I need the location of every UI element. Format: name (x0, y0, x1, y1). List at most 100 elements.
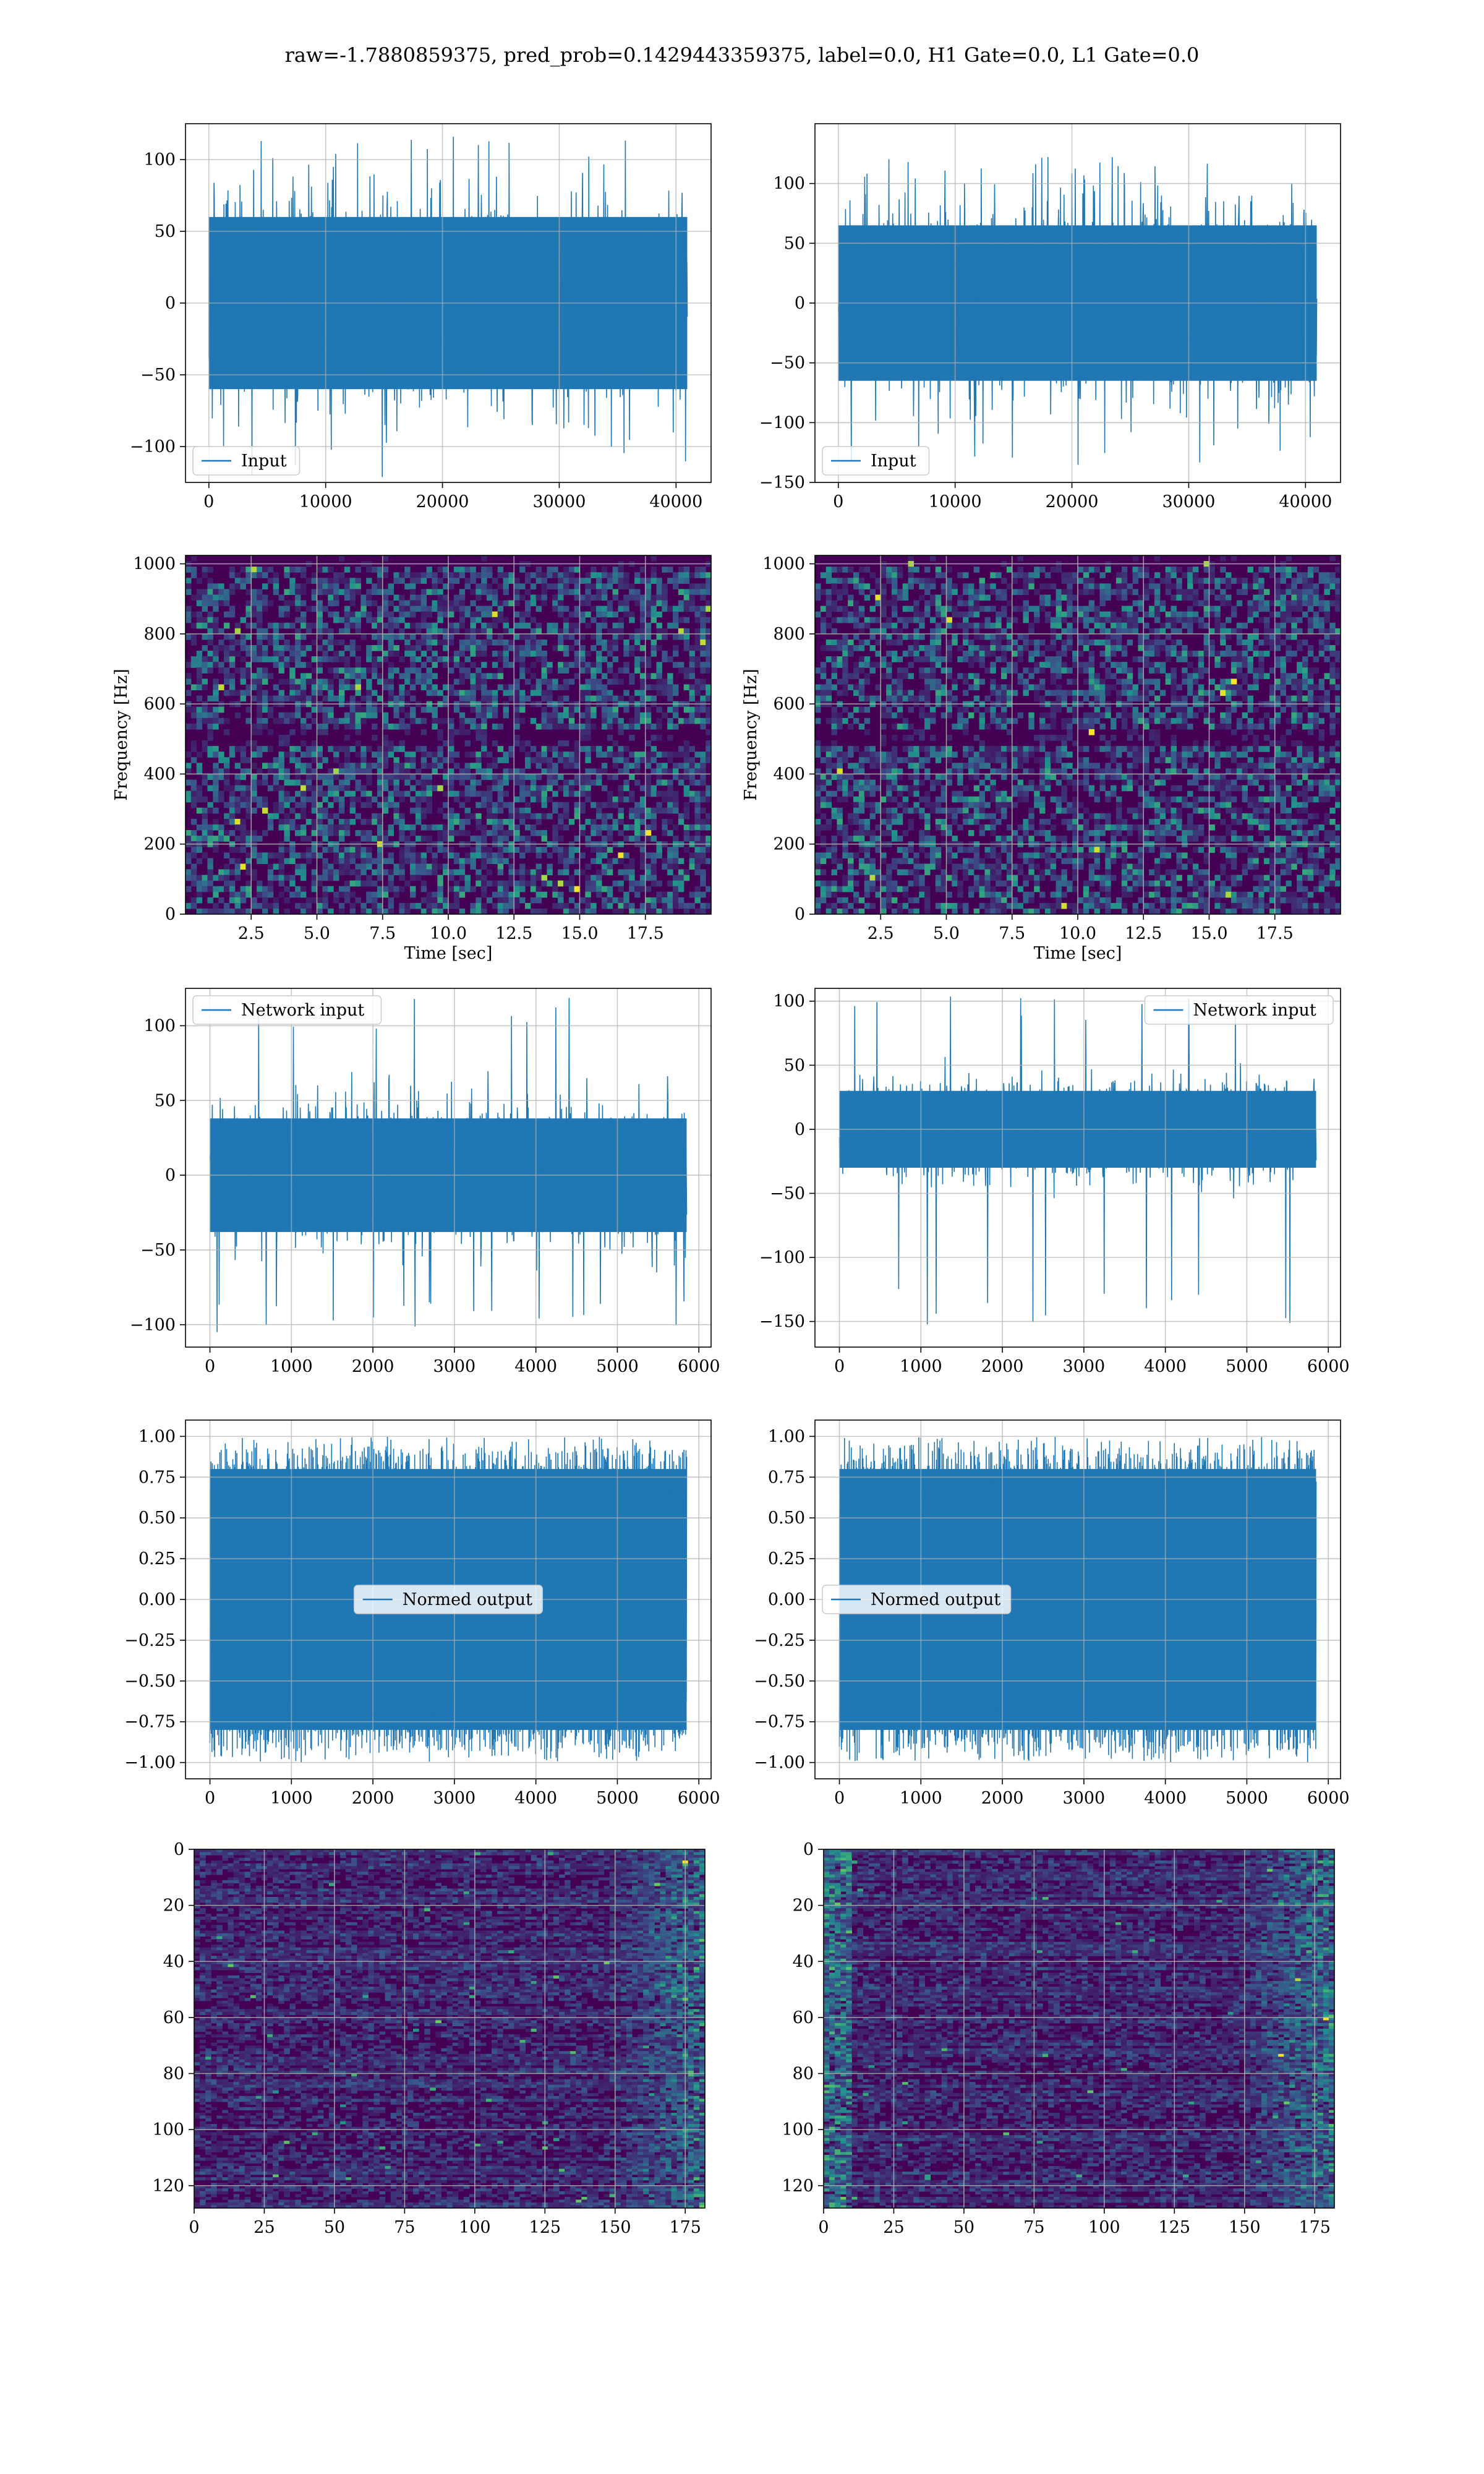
y-tick-label: 0.00 (139, 1590, 176, 1609)
y-tick-label: 80 (793, 2065, 814, 2084)
x-tick-label: 6000 (678, 1357, 720, 1376)
x-tick-label: 4000 (514, 1357, 557, 1376)
x-axis-label: Time [sec] (1034, 944, 1122, 963)
y-tick-label: 1000 (133, 555, 176, 574)
x-tick-label: 3000 (433, 1789, 476, 1808)
legend-label: Input (241, 452, 287, 471)
subplot-norm-l1: 0 1000 2000 3000 4000 5000 6000 −1.00 −0.75 −0.50… (754, 1419, 1350, 1808)
x-tick-label: 15.0 (1190, 924, 1227, 943)
x-tick-label: 3000 (1063, 1357, 1106, 1376)
y-tick-label: −50 (140, 1241, 176, 1260)
legend-label: Normed output (871, 1590, 1000, 1609)
y-tick-label: −50 (770, 354, 805, 373)
series-line-net-h1 (209, 998, 688, 1332)
y-tick-label: 400 (773, 764, 805, 784)
legend: Input (822, 446, 930, 476)
x-tick-label: 15.0 (561, 924, 598, 943)
subplot-feat-h1: 0 25 50 75 100 125 150 175 0 20 40 60 80 100 120 (152, 1840, 706, 2237)
y-tick-label: 50 (784, 234, 805, 253)
x-tick-label: 25 (883, 2218, 904, 2237)
y-tick-label: 60 (793, 2008, 814, 2027)
y-tick-label: 100 (773, 174, 805, 194)
x-tick-label: 100 (1088, 2218, 1120, 2237)
y-tick-label: 800 (773, 625, 805, 644)
subplot-net-l1: 0 1000 2000 3000 4000 5000 6000 −150 −100 −50 0 50 1… (759, 988, 1350, 1376)
figure-suptitle: raw=-1.7880859375, pred_prob=0.142944335… (285, 43, 1200, 67)
y-tick-label: 400 (143, 764, 176, 784)
legend: Normed output (822, 1585, 1012, 1614)
y-tick-label: 50 (155, 222, 176, 241)
x-tick-label: 0 (833, 492, 843, 511)
x-tick-label: 6000 (1307, 1357, 1350, 1376)
x-tick-label: 2.5 (868, 924, 894, 943)
y-tick-label: 100 (152, 2120, 184, 2139)
x-tick-label: 20000 (1046, 492, 1099, 511)
y-tick-label: 0.75 (768, 1468, 805, 1487)
x-tick-label: 4000 (1144, 1357, 1187, 1376)
x-tick-label: 12.5 (1125, 924, 1162, 943)
x-tick-label: 175 (669, 2218, 701, 2237)
y-tick-label: −0.25 (124, 1631, 176, 1650)
x-tick-label: 2000 (981, 1789, 1024, 1808)
legend-box (822, 1585, 1012, 1614)
subplot-norm-h1: 0 1000 2000 3000 4000 5000 6000 −1.00 −0.75 −0.50… (124, 1419, 720, 1808)
plot-area-feat-h1 (194, 1849, 705, 2208)
axes-frame (185, 988, 712, 1348)
y-tick-label: 40 (793, 1952, 814, 1971)
legend-label: Normed output (403, 1590, 532, 1609)
x-tick-label: 2000 (981, 1357, 1024, 1376)
x-tick-label: 0 (189, 2218, 199, 2237)
y-tick-label: 0 (165, 905, 176, 924)
axes-frame (814, 988, 1341, 1348)
legend-label: Network input (241, 1001, 364, 1020)
y-tick-label: 100 (143, 1016, 176, 1035)
x-tick-label: 30000 (532, 492, 586, 511)
y-tick-label: −150 (759, 473, 805, 492)
y-tick-label: 200 (143, 835, 176, 854)
x-tick-label: 7.5 (369, 924, 396, 943)
y-tick-label: 0.50 (768, 1509, 805, 1528)
x-tick-label: 30000 (1162, 492, 1215, 511)
legend-box (192, 446, 301, 476)
x-tick-label: 40000 (649, 492, 702, 511)
x-tick-label: 12.5 (495, 924, 532, 943)
y-tick-label: 0.25 (139, 1549, 176, 1569)
x-tick-label: 0 (205, 1357, 215, 1376)
x-tick-label: 50 (324, 2218, 345, 2237)
x-tick-label: 4000 (1144, 1789, 1187, 1808)
series-line-input-l1 (838, 156, 1318, 465)
x-tick-label: 175 (1298, 2218, 1331, 2237)
y-tick-label: −150 (759, 1312, 805, 1332)
y-tick-label: 0 (165, 294, 176, 313)
y-tick-label: 0.25 (768, 1549, 805, 1569)
y-tick-label: −0.50 (754, 1672, 805, 1691)
axes-frame (823, 1849, 1335, 2209)
x-tick-label: 2000 (352, 1789, 394, 1808)
y-tick-label: 120 (152, 2177, 184, 2196)
y-tick-label: 0.75 (139, 1468, 176, 1487)
subplot-net-h1: 0 1000 2000 3000 4000 5000 6000 −100 −50 0 50 100 Ne… (130, 988, 720, 1376)
y-tick-label: 0 (174, 1840, 184, 1859)
y-tick-label: 0.00 (768, 1590, 805, 1609)
plot-area-input-h1 (208, 137, 688, 477)
subplot-input-h1: 0 10000 20000 30000 40000 −100 −50 0 50 100 Input (130, 123, 712, 511)
y-tick-label: 80 (163, 2065, 184, 2084)
x-tick-label: 125 (1159, 2218, 1191, 2237)
y-tick-label: −100 (130, 437, 176, 456)
x-tick-label: 75 (394, 2218, 415, 2237)
y-tick-label: −0.75 (754, 1713, 805, 1732)
x-tick-label: 10000 (299, 492, 352, 511)
y-tick-label: −1.00 (124, 1753, 176, 1773)
y-tick-label: 1.00 (768, 1427, 805, 1446)
y-tick-label: 1000 (762, 555, 805, 574)
legend: Input (192, 446, 301, 476)
x-tick-label: 1000 (270, 1789, 313, 1808)
plot-area-net-l1 (838, 996, 1317, 1325)
y-tick-label: −0.75 (124, 1713, 176, 1732)
series-line-norm-l1 (838, 1437, 1317, 1763)
x-tick-label: 6000 (678, 1789, 720, 1808)
y-tick-label: 100 (782, 2120, 814, 2139)
legend-box (822, 446, 930, 476)
y-tick-label: 0 (803, 1840, 814, 1859)
y-tick-label: −100 (130, 1316, 176, 1335)
